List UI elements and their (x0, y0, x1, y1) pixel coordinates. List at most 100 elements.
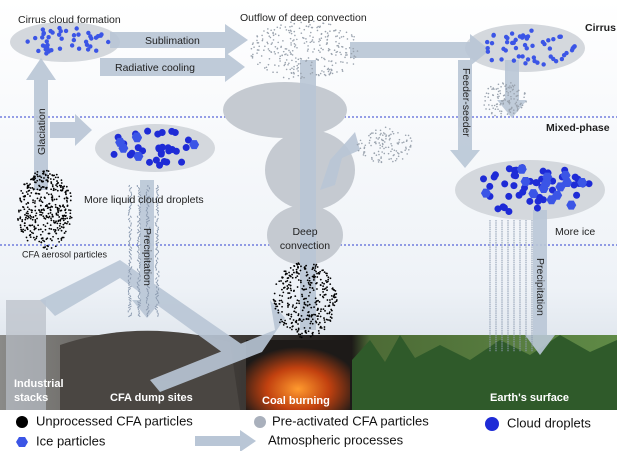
particle (39, 175, 41, 177)
particle (329, 30, 331, 32)
label: Coal burning (262, 395, 330, 407)
particle (149, 187, 150, 189)
particle (513, 98, 515, 100)
particle (383, 132, 385, 134)
particle (129, 185, 130, 187)
particle (300, 280, 302, 282)
particle (26, 215, 28, 217)
particle (370, 145, 372, 147)
particle (27, 206, 29, 208)
particle (313, 289, 315, 291)
particle (524, 92, 526, 94)
particle (488, 104, 490, 106)
particle (378, 151, 380, 153)
particle (507, 92, 509, 94)
particle (510, 182, 517, 189)
particle (46, 35, 50, 39)
particle (400, 151, 402, 153)
particle (498, 91, 500, 93)
particle (325, 75, 327, 77)
particle (320, 284, 322, 286)
particle (307, 274, 309, 276)
particle (301, 320, 303, 322)
particle (310, 307, 312, 309)
particle (58, 208, 60, 210)
particle (312, 51, 314, 53)
particle (319, 271, 321, 273)
particle (382, 139, 384, 141)
particle (59, 206, 61, 208)
particle (324, 328, 326, 330)
particle (510, 108, 512, 110)
particle (285, 323, 287, 325)
particle (306, 318, 308, 320)
particle (32, 187, 34, 189)
particle (382, 143, 384, 145)
particle (370, 133, 372, 135)
particle (309, 287, 311, 289)
particle (329, 305, 331, 307)
label: Radiative cooling (115, 62, 195, 74)
particle (396, 158, 398, 160)
particle (32, 232, 34, 234)
particle (30, 225, 32, 227)
particle (586, 180, 593, 187)
particle (53, 189, 55, 191)
particle (330, 24, 332, 26)
particle (58, 241, 60, 243)
particle (156, 297, 157, 299)
particle (40, 228, 42, 230)
particle (129, 251, 130, 253)
particle (280, 46, 282, 48)
particle (294, 43, 296, 45)
particle (281, 311, 283, 313)
particle (385, 136, 387, 138)
particle (57, 26, 61, 30)
label: More liquid cloud droplets (84, 194, 204, 206)
particle (286, 288, 288, 290)
particle (288, 284, 290, 286)
particle (323, 308, 325, 310)
particle (490, 99, 492, 101)
particle (572, 44, 576, 48)
particle (405, 134, 407, 136)
particle (84, 40, 88, 44)
particle (72, 33, 76, 37)
particle (497, 108, 499, 110)
particle (331, 54, 333, 56)
particle (308, 330, 310, 332)
legend-symbol (195, 430, 256, 451)
particle (378, 161, 380, 163)
particle (55, 245, 57, 247)
particle (381, 162, 383, 164)
particle (408, 149, 410, 151)
particle (309, 323, 311, 325)
particle (60, 189, 62, 191)
particle (316, 74, 318, 76)
particle (321, 33, 323, 35)
particle (388, 153, 390, 155)
particle (408, 135, 410, 137)
particle (295, 44, 297, 46)
particle (483, 104, 485, 106)
particle (257, 49, 259, 51)
particle (289, 51, 291, 53)
particle (398, 153, 400, 155)
particle (281, 276, 283, 278)
particle (363, 154, 365, 156)
particle (298, 333, 300, 335)
particle (173, 148, 180, 155)
particle (322, 49, 324, 51)
particle (378, 142, 380, 144)
particle (286, 314, 288, 316)
particle (403, 141, 405, 143)
particle (332, 302, 334, 304)
particle (326, 289, 328, 291)
particle (264, 67, 266, 69)
particle (324, 310, 326, 312)
particle (377, 159, 379, 161)
particle (314, 269, 316, 271)
particle (385, 147, 387, 149)
particle (300, 77, 302, 79)
particle (70, 195, 72, 197)
